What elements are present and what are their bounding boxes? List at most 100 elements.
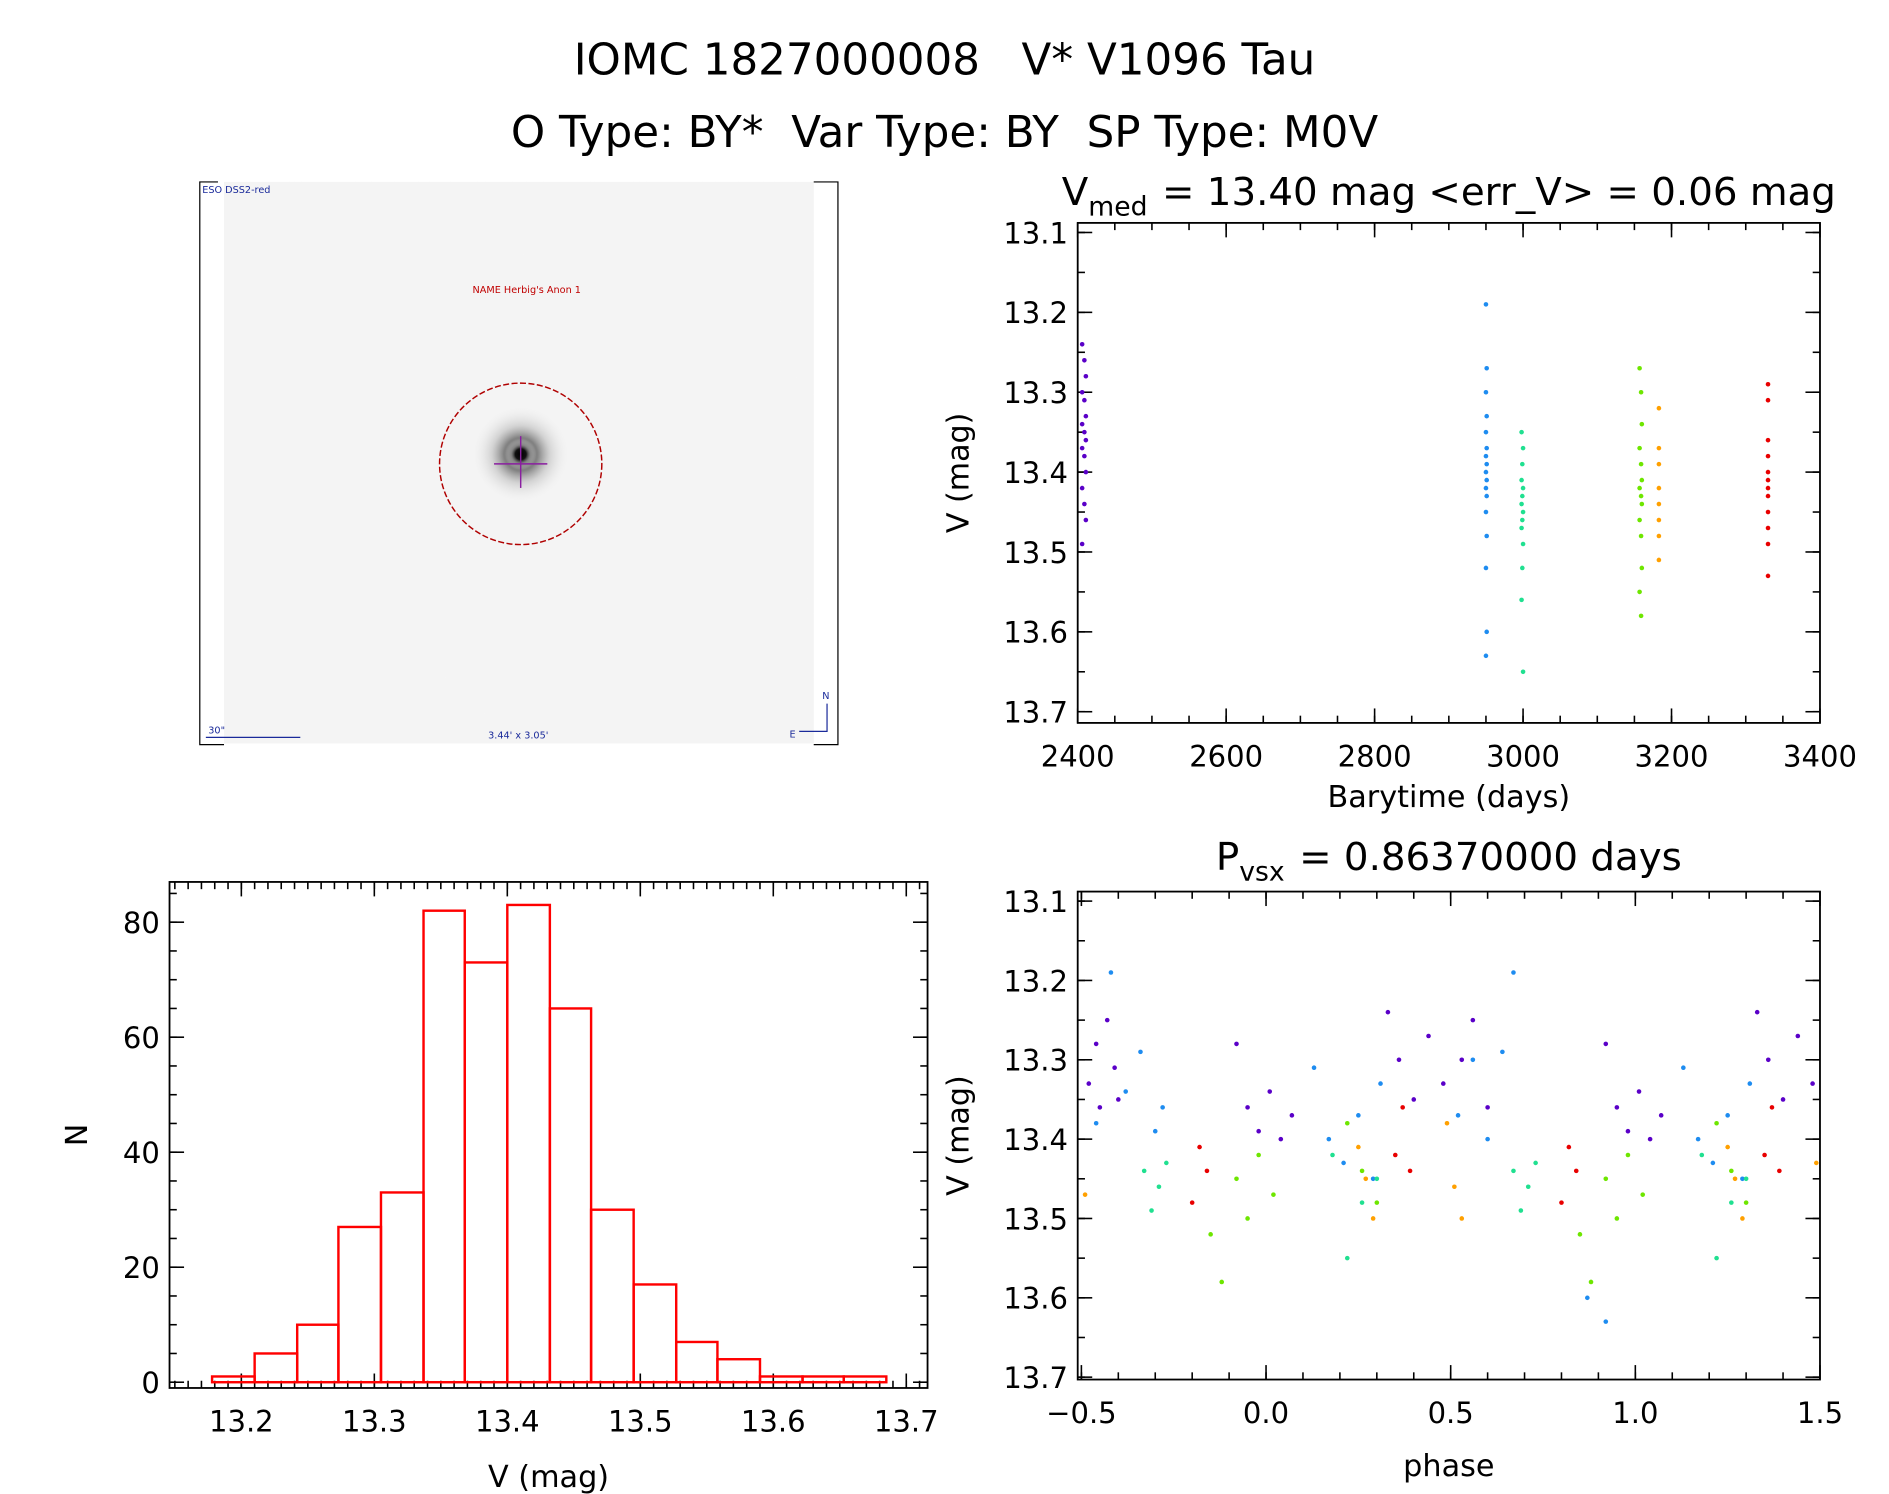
data-point	[1483, 565, 1489, 571]
chart-title: Pvsx = 0.86370000 days	[1216, 835, 1682, 888]
scale-label: 30"	[208, 726, 225, 737]
data-point	[1740, 1216, 1745, 1221]
data-point	[1483, 653, 1489, 659]
data-point	[1079, 421, 1085, 427]
data-point	[1769, 1105, 1775, 1110]
data-point	[1189, 1200, 1195, 1205]
data-point	[1729, 1168, 1734, 1174]
data-point	[1311, 1065, 1317, 1071]
data-point	[1520, 461, 1525, 467]
x-tick-label: 13.2	[209, 1404, 274, 1438]
data-point	[1640, 1192, 1646, 1197]
data-point	[1123, 1089, 1129, 1094]
figure-title: IOMC 1827000008 V* V1096 Tau	[574, 36, 1316, 86]
data-point	[1484, 365, 1489, 371]
data-point	[1245, 1105, 1250, 1110]
x-tick-label: 13.5	[608, 1404, 673, 1438]
data-point	[1765, 525, 1771, 531]
data-point	[1082, 429, 1087, 435]
data-point	[1577, 1232, 1583, 1237]
data-point	[1637, 589, 1642, 595]
y-tick-label: 13.7	[1003, 696, 1068, 730]
data-point	[1566, 1144, 1572, 1150]
data-point	[1082, 397, 1087, 403]
object-label: NAME Herbig's Anon 1	[473, 285, 581, 296]
data-point	[1585, 1295, 1590, 1301]
data-point	[1082, 357, 1087, 363]
data-point	[1234, 1176, 1239, 1182]
data-point	[1636, 1089, 1642, 1094]
data-point	[1363, 1176, 1369, 1182]
x-tick-label: −0.5	[1046, 1396, 1117, 1430]
x-tick-label: 3400	[1783, 739, 1857, 773]
data-point	[1695, 1136, 1701, 1142]
data-point	[1082, 453, 1087, 459]
axis-box	[168, 881, 929, 1389]
y-tick-label: 20	[123, 1251, 160, 1285]
x-tick-label: 3200	[1635, 739, 1709, 773]
data-point	[1326, 1136, 1332, 1142]
data-point	[1483, 453, 1489, 459]
data-point	[1810, 1081, 1815, 1086]
data-point	[1271, 1192, 1276, 1197]
data-point	[1197, 1144, 1202, 1150]
data-point	[1656, 557, 1662, 563]
figure-subtitle: O Type: BY* Var Type: BY SP Type: M0V	[511, 108, 1379, 158]
data-point	[1725, 1144, 1730, 1150]
data-point	[1656, 517, 1662, 523]
data-point	[1483, 509, 1489, 515]
data-point	[1765, 477, 1771, 483]
data-point	[1520, 517, 1525, 523]
data-point	[1160, 1105, 1165, 1110]
data-point	[1093, 1041, 1099, 1047]
data-point	[1278, 1136, 1284, 1142]
data-point	[1440, 1081, 1446, 1086]
x-tick-label: 2800	[1338, 739, 1412, 773]
data-point	[1520, 541, 1526, 547]
data-point	[1639, 565, 1645, 571]
data-point	[1485, 1105, 1490, 1110]
data-point	[1511, 1168, 1516, 1174]
y-tick-label: 13.1	[1003, 216, 1068, 250]
data-point	[1625, 1128, 1631, 1134]
data-point	[1500, 1049, 1505, 1055]
data-point	[1156, 1184, 1162, 1190]
data-point	[1520, 493, 1525, 499]
data-point	[1083, 469, 1089, 475]
data-point	[1765, 509, 1771, 515]
y-tick-label: 13.7	[1003, 1361, 1068, 1395]
data-point	[1765, 541, 1771, 547]
data-point	[1762, 1152, 1767, 1158]
data-point	[1079, 389, 1085, 395]
data-point	[1725, 1113, 1730, 1118]
x-tick-label: 2600	[1189, 739, 1263, 773]
data-point	[1219, 1279, 1225, 1285]
x-tick-label: 0.0	[1243, 1396, 1289, 1430]
data-point	[1083, 437, 1089, 443]
data-point	[1658, 1113, 1664, 1118]
data-point	[1625, 1152, 1631, 1158]
data-point	[1638, 389, 1644, 395]
x-tick-label: 0.5	[1428, 1396, 1474, 1430]
data-point	[1079, 342, 1085, 347]
data-point	[1638, 461, 1644, 467]
data-point	[1426, 1033, 1431, 1039]
y-axis-label: N	[60, 1124, 95, 1147]
data-point	[1765, 493, 1771, 499]
data-point	[1714, 1120, 1719, 1126]
axis-box	[1076, 890, 1821, 1381]
data-point	[1765, 437, 1771, 443]
data-point	[1245, 1216, 1250, 1221]
y-tick-label: 13.6	[1003, 1282, 1068, 1316]
data-point	[1656, 405, 1662, 411]
data-point	[1079, 485, 1085, 491]
data-point	[1483, 469, 1489, 475]
data-point	[1533, 1160, 1538, 1166]
data-point	[1234, 1041, 1239, 1047]
data-point	[1484, 629, 1489, 635]
data-point	[1614, 1105, 1620, 1110]
data-point	[1483, 302, 1489, 307]
data-point	[1656, 485, 1662, 491]
data-point	[1519, 477, 1524, 483]
